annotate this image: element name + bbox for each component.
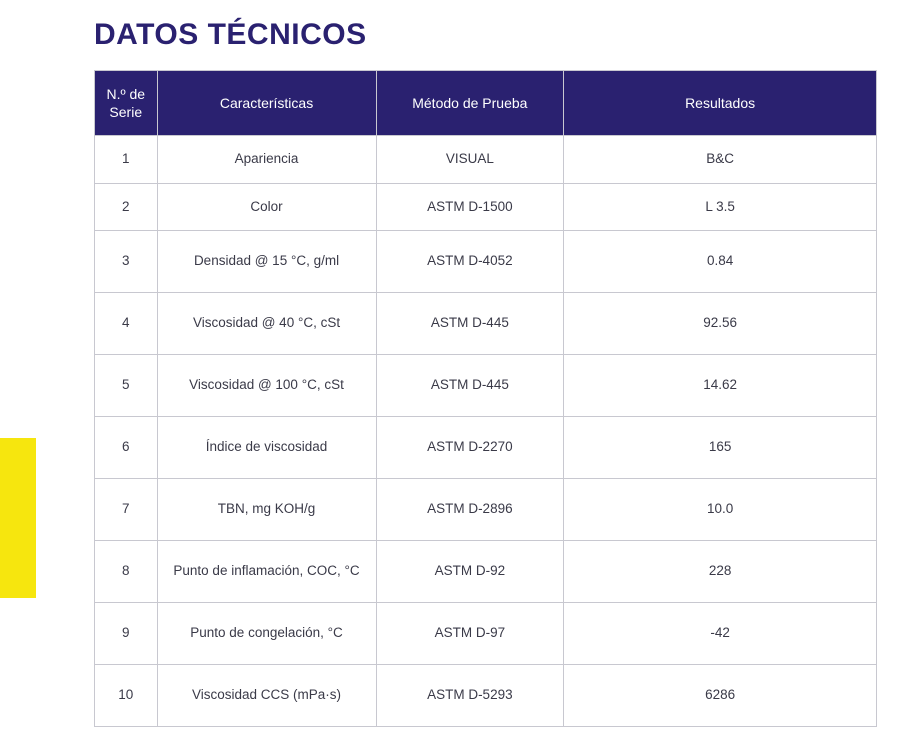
table-row: 5Viscosidad @ 100 °C, cStASTM D-44514.62 xyxy=(95,354,877,416)
cell-serie: 7 xyxy=(95,478,158,540)
col-header-method: Método de Prueba xyxy=(376,71,564,136)
cell-serie: 6 xyxy=(95,416,158,478)
cell-result: 228 xyxy=(564,540,877,602)
cell-result: 14.62 xyxy=(564,354,877,416)
table-row: 2ColorASTM D-1500L 3.5 xyxy=(95,183,877,230)
yellow-accent-block xyxy=(0,438,36,598)
cell-serie: 2 xyxy=(95,183,158,230)
cell-method: ASTM D-2896 xyxy=(376,478,564,540)
cell-characteristic: Viscosidad @ 40 °C, cSt xyxy=(157,292,376,354)
table-row: 1AparienciaVISUALB&C xyxy=(95,136,877,183)
col-header-characteristics: Características xyxy=(157,71,376,136)
cell-characteristic: Viscosidad @ 100 °C, cSt xyxy=(157,354,376,416)
table-row: 8Punto de inflamación, COC, °CASTM D-922… xyxy=(95,540,877,602)
cell-serie: 3 xyxy=(95,230,158,292)
cell-method: ASTM D-445 xyxy=(376,354,564,416)
cell-method: ASTM D-97 xyxy=(376,602,564,664)
cell-serie: 8 xyxy=(95,540,158,602)
cell-characteristic: Índice de viscosidad xyxy=(157,416,376,478)
cell-method: ASTM D-445 xyxy=(376,292,564,354)
cell-method: ASTM D-1500 xyxy=(376,183,564,230)
table-row: 7TBN, mg KOH/gASTM D-289610.0 xyxy=(95,478,877,540)
cell-characteristic: TBN, mg KOH/g xyxy=(157,478,376,540)
cell-method: ASTM D-92 xyxy=(376,540,564,602)
table-row: 4Viscosidad @ 40 °C, cStASTM D-44592.56 xyxy=(95,292,877,354)
table-container: N.º de Serie Características Método de P… xyxy=(0,70,907,727)
col-header-serie: N.º de Serie xyxy=(95,71,158,136)
cell-result: 0.84 xyxy=(564,230,877,292)
table-row: 6Índice de viscosidadASTM D-2270165 xyxy=(95,416,877,478)
col-header-results: Resultados xyxy=(564,71,877,136)
cell-serie: 10 xyxy=(95,664,158,726)
table-row: 3Densidad @ 15 °C, g/mlASTM D-40520.84 xyxy=(95,230,877,292)
cell-result: 6286 xyxy=(564,664,877,726)
cell-result: 10.0 xyxy=(564,478,877,540)
table-row: 9Punto de congelación, °CASTM D-97-42 xyxy=(95,602,877,664)
cell-characteristic: Color xyxy=(157,183,376,230)
table-body: 1AparienciaVISUALB&C2ColorASTM D-1500L 3… xyxy=(95,136,877,726)
cell-characteristic: Apariencia xyxy=(157,136,376,183)
cell-serie: 4 xyxy=(95,292,158,354)
cell-result: 92.56 xyxy=(564,292,877,354)
cell-result: L 3.5 xyxy=(564,183,877,230)
cell-characteristic: Punto de congelación, °C xyxy=(157,602,376,664)
cell-serie: 5 xyxy=(95,354,158,416)
cell-method: ASTM D-5293 xyxy=(376,664,564,726)
cell-result: B&C xyxy=(564,136,877,183)
cell-method: ASTM D-2270 xyxy=(376,416,564,478)
cell-result: 165 xyxy=(564,416,877,478)
cell-serie: 9 xyxy=(95,602,158,664)
cell-method: VISUAL xyxy=(376,136,564,183)
technical-data-table: N.º de Serie Características Método de P… xyxy=(94,70,877,727)
cell-characteristic: Densidad @ 15 °C, g/ml xyxy=(157,230,376,292)
page-title: DATOS TÉCNICOS xyxy=(0,0,907,70)
table-header-row: N.º de Serie Características Método de P… xyxy=(95,71,877,136)
cell-serie: 1 xyxy=(95,136,158,183)
cell-method: ASTM D-4052 xyxy=(376,230,564,292)
cell-characteristic: Punto de inflamación, COC, °C xyxy=(157,540,376,602)
cell-characteristic: Viscosidad CCS (mPa·s) xyxy=(157,664,376,726)
table-row: 10Viscosidad CCS (mPa·s)ASTM D-52936286 xyxy=(95,664,877,726)
cell-result: -42 xyxy=(564,602,877,664)
